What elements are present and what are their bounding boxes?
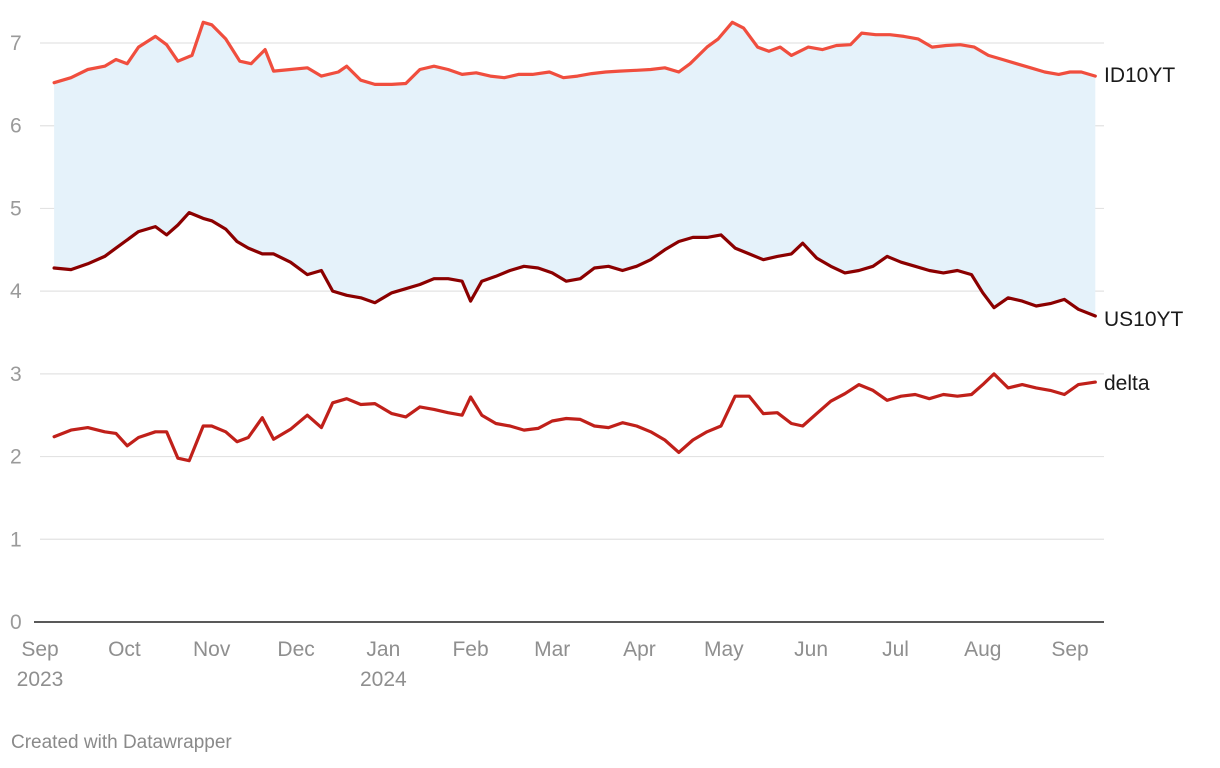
series-label-delta: delta	[1104, 372, 1150, 395]
x-tick-label-9: Jun	[794, 638, 828, 661]
y-tick-label-4: 4	[10, 280, 22, 303]
series-lines	[52, 20, 1097, 463]
series-labels: ID10YT US10YT delta	[1104, 64, 1184, 395]
range-fill	[54, 22, 1096, 317]
x-tick-sublabel-4: 2024	[360, 668, 407, 691]
series-line-us10yt	[52, 211, 1097, 318]
series-line-delta	[52, 372, 1097, 463]
x-tick-sublabel-0: 2023	[17, 668, 64, 691]
x-tick-label-2: Nov	[193, 638, 231, 661]
x-tick-label-10: Jul	[882, 638, 909, 661]
x-tick-label-1: Oct	[108, 638, 141, 661]
y-tick-label-1: 1	[10, 528, 22, 551]
y-tick-label-0: 0	[10, 611, 22, 634]
line-chart: 0 1 2 3 4 5 6 7 Sep 2023 Oct Nov Dec Jan 2024 Feb Mar Apr…	[10, 20, 1184, 691]
y-tick-label-6: 6	[10, 115, 22, 138]
x-tick-label-3: Dec	[277, 638, 314, 661]
x-tick-label-11: Aug	[964, 638, 1001, 661]
x-tick-label-12: Sep	[1051, 638, 1088, 661]
range-fill-area	[54, 22, 1096, 317]
x-tick-label-6: Mar	[534, 638, 570, 661]
x-tick-label-5: Feb	[452, 638, 488, 661]
series-line-id10yt	[52, 20, 1097, 86]
series-label-id10yt: ID10YT	[1104, 64, 1175, 87]
series-label-us10yt: US10YT	[1104, 308, 1184, 331]
x-tick-label-4: Jan	[366, 638, 400, 661]
y-tick-label-5: 5	[10, 197, 22, 220]
axes: 0 1 2 3 4 5 6 7 Sep 2023 Oct Nov Dec Jan 2024 Feb Mar Apr…	[10, 32, 1104, 691]
x-tick-label-7: Apr	[623, 638, 656, 661]
y-tick-label-7: 7	[10, 32, 22, 55]
x-tick-label-0: Sep	[21, 638, 58, 661]
y-tick-label-3: 3	[10, 363, 22, 386]
credit-text: Created with Datawrapper	[11, 732, 232, 753]
y-tick-label-2: 2	[10, 446, 22, 469]
x-tick-label-8: May	[704, 638, 744, 661]
